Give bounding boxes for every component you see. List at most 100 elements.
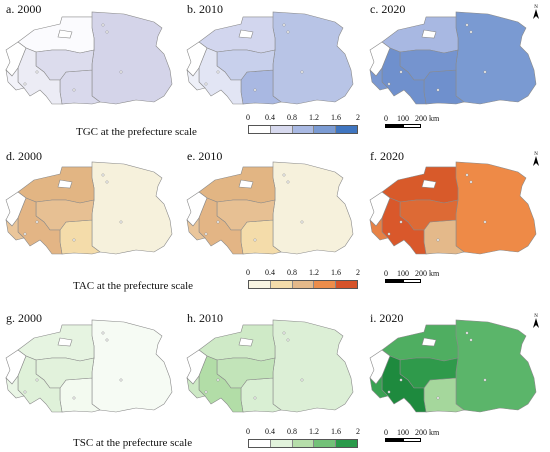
legend-color-bar	[248, 280, 358, 289]
enclave-marker	[399, 378, 403, 382]
choropleth-map	[369, 319, 537, 413]
legend-ticks: 0 0.4 0.8 1.2 1.6 2	[246, 113, 360, 123]
enclave-marker	[300, 70, 304, 74]
choropleth-map	[5, 161, 173, 255]
legend-tick-label: 0	[246, 268, 250, 277]
prefecture-region	[198, 197, 244, 255]
lake-shape	[421, 179, 437, 189]
scale-bar-label: 0	[384, 428, 388, 437]
prefecture-region	[186, 67, 206, 91]
legend-tick-label: 2	[356, 113, 360, 122]
legend-ticks: 0 0.4 0.8 1.2 1.6 2	[246, 427, 360, 437]
legend-tick-label: 0.8	[287, 427, 297, 436]
prefecture-region	[381, 166, 459, 204]
enclave-marker	[253, 396, 257, 400]
scale-bar-segment	[385, 124, 403, 128]
north-arrow-icon: N	[533, 314, 539, 328]
enclave-marker	[101, 173, 105, 177]
prefecture-region	[381, 47, 427, 105]
north-arrow-icon: N	[533, 152, 539, 166]
legend-swatch	[314, 126, 337, 133]
prefecture-region	[369, 217, 389, 241]
legend-ticks: 0 0.4 0.8 1.2 1.6 2	[246, 268, 360, 278]
legend-tick-label: 0.8	[287, 268, 297, 277]
legend-tick-label: 0.4	[265, 113, 275, 122]
legend-swatch	[336, 440, 357, 447]
enclave-marker	[300, 378, 304, 382]
enclave-marker	[101, 23, 105, 27]
enclave-marker	[119, 378, 123, 382]
north-arrow-shape	[533, 9, 539, 19]
enclave-marker	[387, 82, 391, 86]
prefecture-region	[198, 355, 244, 413]
enclave-marker	[282, 173, 286, 177]
prefecture-region	[381, 16, 459, 54]
enclave-marker	[204, 232, 208, 236]
enclave-marker	[436, 88, 440, 92]
legend-swatch	[249, 440, 271, 447]
choropleth-map	[186, 161, 354, 255]
enclave-marker	[101, 331, 105, 335]
enclave-marker	[286, 338, 290, 342]
choropleth-map	[369, 11, 537, 105]
legend-tick-label: 0.8	[287, 113, 297, 122]
enclave-marker	[469, 338, 473, 342]
legend-tick-label: 0	[246, 113, 250, 122]
prefecture-region	[381, 355, 427, 413]
enclave-marker	[204, 390, 208, 394]
lake-shape	[238, 29, 254, 39]
legend-tick-label: 2	[356, 427, 360, 436]
enclave-marker	[282, 331, 286, 335]
enclave-marker	[204, 82, 208, 86]
panel-label: f. 2020	[370, 149, 404, 163]
north-arrow-shape	[533, 156, 539, 166]
lake-shape	[238, 179, 254, 189]
scale-bar-label: 200 km	[415, 269, 440, 278]
lake-shape	[421, 29, 437, 39]
enclave-marker	[35, 378, 39, 382]
scale-bar-segment	[403, 438, 421, 442]
enclave-marker	[35, 70, 39, 74]
legend-tick-label: 1.6	[331, 427, 341, 436]
prefecture-region	[17, 166, 95, 204]
legend-color-bar	[248, 439, 358, 448]
enclave-marker	[35, 220, 39, 224]
prefecture-region	[186, 217, 206, 241]
scale-bar-segment	[403, 124, 421, 128]
enclave-marker	[465, 173, 469, 177]
enclave-marker	[105, 338, 109, 342]
panel-label: g. 2000	[6, 311, 42, 325]
panel-label: a. 2000	[6, 2, 42, 16]
lake-shape	[57, 29, 73, 39]
enclave-marker	[23, 390, 27, 394]
enclave-marker	[216, 378, 220, 382]
lake-shape	[238, 337, 254, 347]
lake-shape	[421, 337, 437, 347]
prefecture-region	[17, 47, 63, 105]
enclave-marker	[399, 70, 403, 74]
enclave-marker	[286, 30, 290, 34]
scale-bar-label: 100	[397, 114, 409, 123]
enclave-marker	[483, 70, 487, 74]
prefecture-region	[198, 324, 276, 362]
enclave-marker	[387, 232, 391, 236]
scale-bar-label: 200 km	[415, 114, 440, 123]
legend-swatch	[270, 281, 293, 288]
row-caption: TAC at the prefecture scale	[73, 280, 194, 292]
enclave-marker	[216, 70, 220, 74]
scale-bar-label: 0	[384, 114, 388, 123]
scale-bar-label: 0	[384, 269, 388, 278]
legend-swatch	[292, 440, 315, 447]
choropleth-map	[186, 319, 354, 413]
enclave-marker	[253, 88, 257, 92]
scale-bar-segment	[385, 279, 403, 283]
prefecture-region	[17, 16, 95, 54]
prefecture-region	[5, 375, 25, 399]
legend-tick-label: 1.6	[331, 268, 341, 277]
legend-tick-label: 0	[246, 427, 250, 436]
enclave-marker	[23, 232, 27, 236]
legend-tick-label: 0.4	[265, 427, 275, 436]
legend-tick-label: 1.6	[331, 113, 341, 122]
enclave-marker	[436, 396, 440, 400]
prefecture-region	[198, 16, 276, 54]
